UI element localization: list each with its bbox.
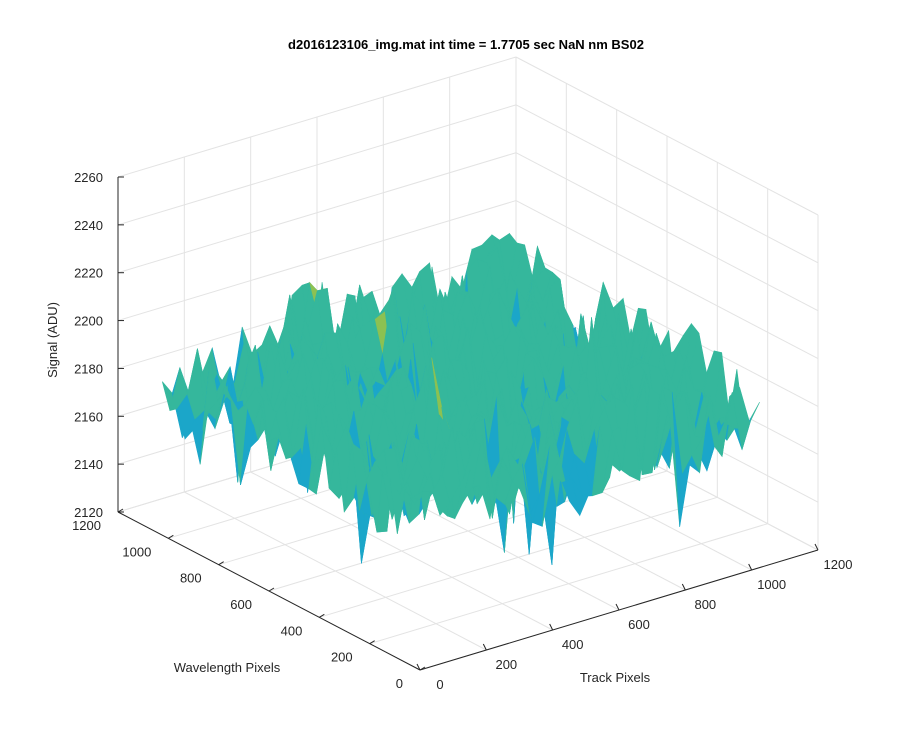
back-wall-gridline-z xyxy=(117,56,517,178)
x-tick-label: 800 xyxy=(694,597,716,612)
x-tick-mark xyxy=(416,663,421,671)
axes xyxy=(117,176,819,671)
x-tick-label: 1000 xyxy=(757,577,786,592)
z-tick-label: 2220 xyxy=(74,266,103,281)
floor-gridline-y xyxy=(369,523,768,645)
y-tick-label: 400 xyxy=(281,623,303,638)
floor-gridline-y xyxy=(319,496,718,618)
y-tick-mark xyxy=(268,587,275,592)
x-tick-label: 0 xyxy=(436,677,443,692)
z-tick-label: 2200 xyxy=(74,314,103,329)
y-axis-label: Wavelength Pixels xyxy=(174,660,281,675)
y-tick-label: 0 xyxy=(396,676,403,691)
side-wall-gridline-z xyxy=(515,247,819,407)
z-tick-label: 2120 xyxy=(74,505,103,520)
z-tick-label: 2240 xyxy=(74,218,103,233)
y-tick-label: 200 xyxy=(331,650,353,665)
back-wall-gridline-z xyxy=(117,152,517,274)
x-tick-mark xyxy=(615,603,620,611)
surface-plot xyxy=(162,232,760,566)
y-tick-mark xyxy=(168,534,174,539)
y-tick-label: 800 xyxy=(180,571,202,586)
surface-patch xyxy=(741,401,760,450)
side-wall-gridline-z xyxy=(515,56,819,216)
y-tick-label: 1000 xyxy=(122,544,151,559)
x-tick-mark xyxy=(482,643,487,651)
x-tick-mark xyxy=(748,563,753,571)
y-tick-mark xyxy=(369,640,375,645)
back-wall-gridline-z xyxy=(117,200,517,322)
x-tick-label: 600 xyxy=(628,617,650,632)
z-axis-label: Signal (ADU) xyxy=(45,302,60,378)
z-tick-label: 2160 xyxy=(74,409,103,424)
x-tick-label: 200 xyxy=(495,657,517,672)
y-tick-label: 1200 xyxy=(72,518,101,533)
z-tick-label: 2140 xyxy=(74,457,103,472)
x-tick-label: 1200 xyxy=(824,557,853,572)
y-tick-label: 600 xyxy=(230,597,252,612)
x-tick-mark xyxy=(549,623,554,631)
side-wall-gridline-z xyxy=(515,200,819,360)
y-tick-mark xyxy=(419,666,426,671)
side-wall-gridline-z xyxy=(515,104,819,264)
x-tick-mark xyxy=(814,543,819,551)
z-tick-label: 2180 xyxy=(74,361,103,376)
chart-title: d2016123106_img.mat int time = 1.7705 se… xyxy=(288,37,644,52)
back-wall-gridline-z xyxy=(117,104,517,226)
tick-labels: 0 200 400 600 800 1000 1200 0 200 400 600 800 1000 12… xyxy=(72,170,852,692)
z-tick-label: 2260 xyxy=(74,170,103,185)
side-wall-gridline-z xyxy=(515,152,819,312)
y-tick-mark xyxy=(319,613,325,618)
x-axis-label: Track Pixels xyxy=(580,670,651,685)
y-tick-mark xyxy=(218,561,224,566)
x-tick-label: 400 xyxy=(562,637,584,652)
x-tick-mark xyxy=(681,583,686,591)
